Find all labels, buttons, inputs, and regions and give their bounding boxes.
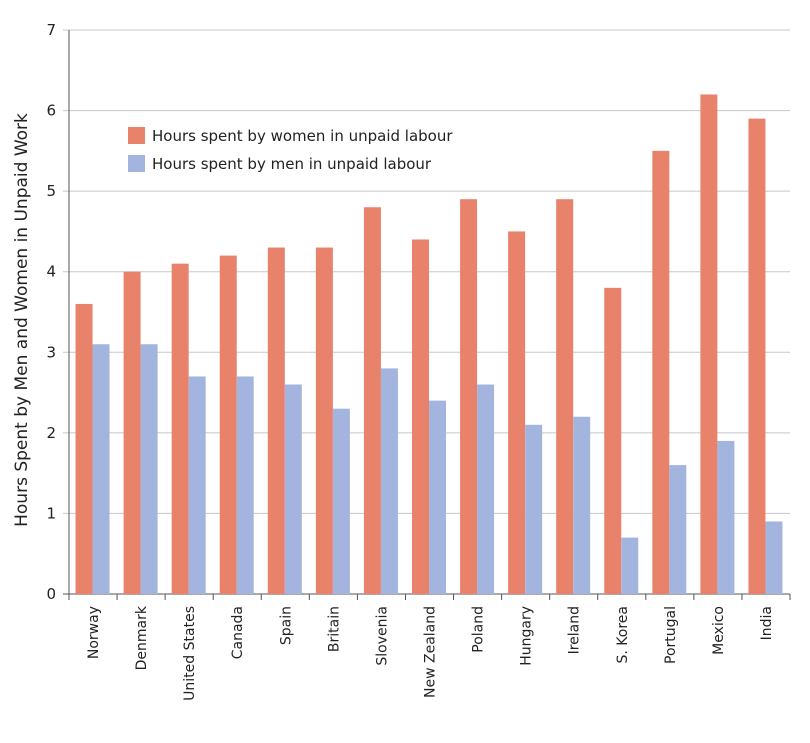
- bar-women: [219, 255, 237, 594]
- bar-women: [75, 303, 93, 594]
- bar-men: [765, 521, 783, 594]
- x-tick-label: S. Korea: [615, 606, 631, 663]
- bar-women: [604, 287, 622, 594]
- bar-women: [412, 239, 429, 594]
- bar-women: [171, 263, 189, 594]
- x-tick-label: Hungary: [519, 606, 535, 666]
- y-axis-label: Hours Spent by Men and Women in Unpaid W…: [12, 113, 32, 527]
- x-tick-label: Britain: [326, 606, 342, 652]
- bar-women: [556, 199, 574, 594]
- bar-men: [92, 344, 110, 594]
- bar-women: [700, 94, 718, 594]
- y-tick-label: 1: [46, 504, 56, 522]
- x-tick-label: Canada: [230, 606, 246, 659]
- bar-women: [748, 118, 766, 594]
- bar-men: [380, 368, 398, 594]
- bar-men: [284, 384, 302, 594]
- y-tick-label: 4: [46, 263, 56, 281]
- bar-women: [460, 199, 478, 594]
- y-tick-label: 2: [46, 424, 56, 442]
- bar-women: [652, 150, 670, 594]
- y-tick-label: 7: [46, 21, 56, 39]
- y-tick-label: 0: [46, 585, 56, 603]
- bar-men: [621, 537, 639, 594]
- bar-men: [573, 416, 591, 594]
- bar-women: [508, 231, 526, 594]
- bar-men: [188, 376, 206, 594]
- legend-swatch: [128, 155, 145, 172]
- x-tick-label: Poland: [471, 606, 487, 653]
- y-tick-label: 6: [46, 102, 56, 120]
- bar-men: [332, 408, 350, 594]
- x-tick-label: Ireland: [567, 606, 583, 654]
- y-tick-label: 3: [46, 343, 56, 361]
- x-tick-label: Norway: [86, 606, 102, 659]
- bar-women: [315, 247, 333, 595]
- bar-women: [267, 247, 285, 595]
- y-tick-label: 5: [46, 182, 56, 200]
- x-tick-label: Denmark: [134, 605, 150, 670]
- x-tick-label: Mexico: [711, 606, 727, 655]
- bar-women: [123, 271, 141, 594]
- x-tick-label: Portugal: [663, 606, 679, 664]
- legend-swatch: [128, 127, 145, 144]
- x-tick-label: New Zealand: [423, 606, 439, 698]
- bar-men: [717, 440, 735, 594]
- bar-men: [669, 465, 687, 594]
- x-tick-label: Spain: [278, 606, 294, 645]
- x-tick-label: Slovenia: [374, 606, 390, 666]
- legend-label: Hours spent by women in unpaid labour: [152, 127, 453, 145]
- bar-men: [236, 376, 254, 594]
- bar-women: [363, 207, 381, 594]
- x-tick-label: United States: [182, 606, 198, 701]
- bar-men: [140, 344, 158, 594]
- legend-label: Hours spent by men in unpaid labour: [152, 155, 432, 173]
- x-tick-label: India: [759, 606, 775, 640]
- bar-men: [477, 384, 495, 594]
- bar-men: [525, 424, 543, 594]
- bar-men: [429, 400, 446, 594]
